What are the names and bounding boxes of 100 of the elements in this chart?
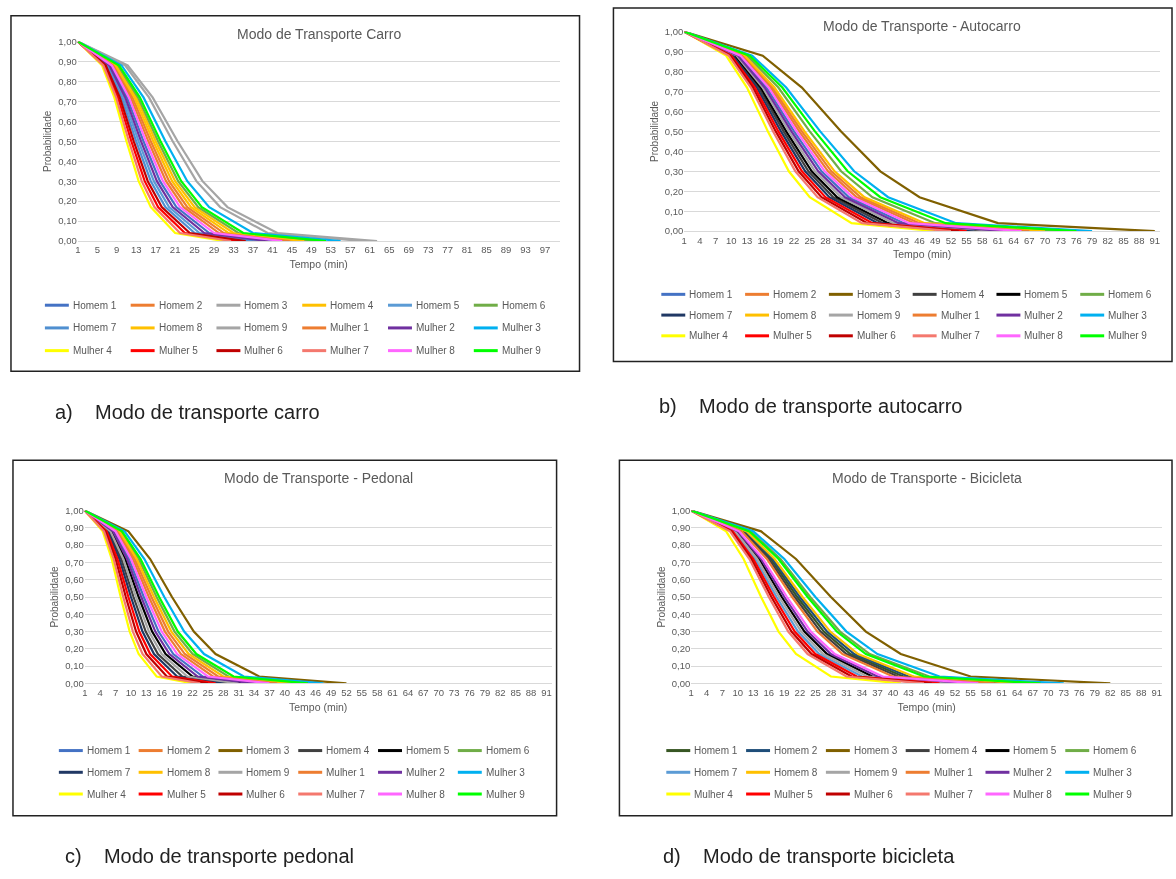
y-tick-label: 1,00 — [58, 35, 77, 47]
y-tick-label: 0,70 — [664, 85, 684, 97]
x-tick-label: 73 — [448, 686, 460, 698]
x-tick-label: 73 — [1055, 234, 1066, 246]
legend-label: Mulher 6 — [857, 330, 897, 341]
x-tick-label: 25 — [804, 234, 816, 246]
legend-label: Homem 3 — [246, 745, 290, 756]
legend-label: Mulher 4 — [694, 789, 734, 800]
x-tick-label: 53 — [325, 244, 337, 256]
y-tick-label: 0,70 — [671, 556, 691, 568]
x-tick-label: 46 — [914, 234, 925, 246]
y-tick-label: 0,40 — [65, 608, 84, 620]
x-tick-label: 10 — [726, 234, 737, 246]
x-axis-title: Tempo (min) — [289, 700, 348, 713]
x-tick-label: 9 — [114, 244, 120, 256]
x-tick-label: 13 — [130, 244, 142, 256]
x-tick-label: 82 — [495, 686, 506, 698]
legend-label: Homem 7 — [73, 322, 117, 333]
legend-label: Mulher 9 — [1093, 789, 1133, 800]
x-tick-label: 45 — [286, 244, 298, 256]
x-tick-label: 41 — [267, 244, 278, 256]
x-tick-label: 88 — [1136, 686, 1147, 698]
legend-label: Mulher 9 — [486, 789, 526, 800]
legend-label: Mulher 6 — [246, 789, 286, 800]
legend-label: Mulher 8 — [1024, 330, 1064, 341]
chart-title: Modo de Transporte Carro — [237, 26, 402, 42]
legend-label: Mulher 8 — [416, 345, 456, 356]
legend-label: Mulher 9 — [502, 345, 542, 356]
x-tick-label: 31 — [835, 234, 847, 246]
x-tick-label: 25 — [202, 686, 214, 698]
legend-label: Homem 7 — [694, 767, 738, 778]
legend-label: Mulher 1 — [330, 322, 370, 333]
x-tick-label: 70 — [433, 686, 445, 698]
y-tick-label: 0,10 — [65, 660, 84, 672]
legend-label: Homem 3 — [244, 300, 288, 311]
x-tick-label: 85 — [1118, 234, 1129, 246]
x-tick-label: 49 — [934, 686, 945, 698]
x-axis-title: Tempo (min) — [892, 248, 952, 261]
legend-label: Mulher 4 — [73, 345, 113, 356]
x-tick-label: 16 — [156, 686, 168, 698]
x-tick-label: 61 — [364, 244, 376, 256]
y-axis-title: Probabilidade — [648, 100, 660, 162]
y-axis-title: Probabilidade — [42, 110, 54, 172]
x-tick-label: 37 — [872, 686, 883, 698]
x-tick-label: 7 — [719, 686, 725, 698]
x-tick-label: 73 — [1058, 686, 1070, 698]
y-tick-label: 0,50 — [58, 135, 77, 147]
x-tick-label: 37 — [264, 686, 275, 698]
legend-label: Homem 5 — [1024, 289, 1068, 300]
y-tick-label: 0,70 — [58, 95, 77, 107]
legend-label: Homem 2 — [159, 300, 203, 311]
y-tick-label: 0,80 — [664, 65, 684, 77]
x-tick-label: 49 — [306, 244, 317, 256]
x-tick-label: 64 — [1011, 686, 1023, 698]
x-tick-label: 49 — [325, 686, 337, 698]
legend-label: Homem 9 — [854, 767, 898, 778]
legend-label: Homem 2 — [774, 745, 818, 756]
legend-label: Mulher 7 — [326, 789, 366, 800]
x-tick-label: 1 — [75, 244, 81, 256]
legend-label: Mulher 3 — [502, 322, 542, 333]
legend-label: Mulher 9 — [1108, 330, 1148, 341]
y-tick-label: 0,10 — [58, 215, 77, 227]
legend-label: Mulher 4 — [87, 789, 127, 800]
y-tick-label: 0,30 — [671, 625, 691, 637]
x-tick-label: 69 — [403, 244, 415, 256]
y-tick-label: 0,40 — [664, 145, 684, 157]
x-tick-label: 85 — [510, 686, 521, 698]
x-tick-label: 22 — [788, 234, 800, 246]
x-tick-label: 52 — [341, 686, 352, 698]
legend-label: Mulher 5 — [167, 789, 207, 800]
legend-label: Mulher 1 — [934, 767, 974, 778]
x-tick-label: 19 — [171, 686, 183, 698]
x-tick-label: 67 — [1024, 234, 1035, 246]
legend-label: Mulher 1 — [941, 310, 981, 321]
x-tick-label: 55 — [961, 234, 972, 246]
y-tick-label: 0,30 — [65, 625, 84, 637]
legend-label: Homem 2 — [167, 745, 211, 756]
legend-label: Homem 9 — [857, 310, 901, 321]
x-tick-label: 13 — [748, 686, 759, 698]
legend-label: Homem 1 — [73, 300, 117, 311]
legend-label: Homem 9 — [246, 767, 290, 778]
x-tick-label: 76 — [1071, 234, 1082, 246]
chart-title: Modo de Transporte - Bicicleta — [832, 470, 1023, 486]
y-tick-label: 0,10 — [664, 205, 684, 217]
x-tick-label: 31 — [233, 686, 244, 698]
legend-label: Homem 9 — [244, 322, 288, 333]
x-tick-label: 64 — [1008, 234, 1019, 246]
legend-label: Homem 4 — [326, 745, 370, 756]
x-tick-label: 57 — [345, 244, 356, 256]
x-tick-label: 91 — [541, 686, 552, 698]
y-tick-label: 0,20 — [664, 185, 684, 197]
x-tick-label: 52 — [949, 686, 961, 698]
text: c) Modo de transporte pedonal — [65, 845, 355, 867]
y-tick-label: 0,60 — [58, 115, 77, 127]
legend-label: Homem 5 — [406, 745, 450, 756]
x-tick-label: 40 — [882, 234, 894, 246]
x-tick-label: 58 — [976, 234, 988, 246]
y-tick-label: 0,50 — [671, 591, 691, 603]
y-tick-label: 0,60 — [65, 574, 84, 586]
y-tick-label: 0,70 — [65, 556, 84, 568]
